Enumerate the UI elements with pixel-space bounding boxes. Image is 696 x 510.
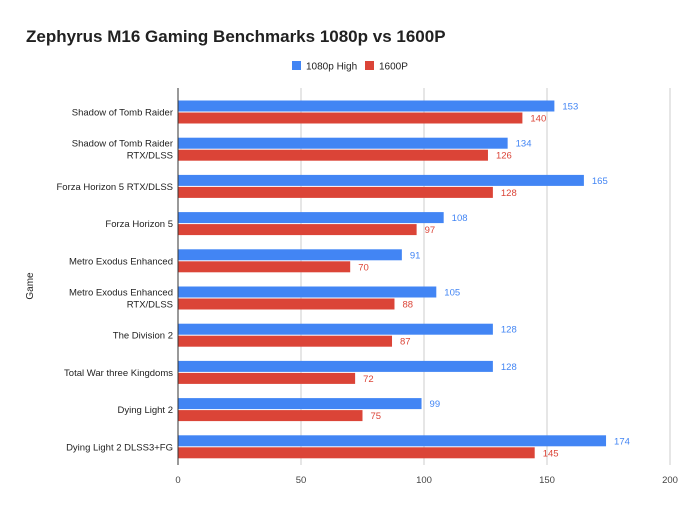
data-label: 87 [400,337,411,348]
legend-label: 1600P [379,62,408,73]
category-label: The Division 2 [113,331,173,342]
data-label: 165 [592,176,608,187]
data-label: 128 [501,362,517,373]
bar [178,435,607,447]
legend-swatch [365,61,374,70]
data-label: 99 [430,399,441,410]
category-label: RTX/DLSS [127,151,173,162]
category-label: Shadow of Tomb Raider [72,139,173,150]
data-label: 128 [501,325,517,336]
bar [178,410,363,422]
category-label: Dying Light 2 DLSS3+FG [66,442,173,453]
data-label: 72 [363,374,374,385]
data-label: 126 [496,151,512,162]
bar [178,360,493,372]
chart-title: Zephyrus M16 Gaming Benchmarks 1080p vs … [26,27,446,46]
bar [178,372,356,384]
bar [178,174,584,186]
bar [178,298,395,310]
data-label: 134 [516,139,532,150]
bars [178,100,607,459]
y-axis-title: Game [25,272,36,300]
category-labels: Shadow of Tomb Raider Shadow of Tomb Raid… [56,108,173,454]
x-tick-label: 0 [175,475,180,486]
legend-label: 1080p High [306,62,357,73]
category-label: Metro Exodus Enhanced [69,256,173,267]
category-label: RTX/DLSS [127,300,173,311]
data-label: 128 [501,188,517,199]
bar [178,186,493,198]
legend-swatch [292,61,301,70]
data-label: 91 [410,250,421,261]
bar [178,323,493,335]
x-tick-label: 50 [296,475,307,486]
x-tick-label: 150 [539,475,555,486]
category-label: Forza Horizon 5 [105,219,173,230]
bar [178,137,508,149]
bar [178,447,535,459]
data-label: 140 [530,114,546,125]
bar [178,261,351,273]
bar [178,286,437,298]
data-label: 105 [444,288,460,299]
data-label: 174 [614,436,630,447]
data-label: 75 [371,411,382,422]
data-label: 70 [358,262,369,273]
data-labels: 153 140 134 126 165 128 108 97 91 70 105 88 128 87 128… [358,102,630,460]
tick-labels: 0 50 100 150 200 [175,475,678,486]
data-label: 145 [543,448,559,459]
x-tick-label: 100 [416,475,432,486]
category-label: Metro Exodus Enhanced [69,288,173,299]
category-label: Forza Horizon 5 RTX/DLSS [56,182,173,193]
category-label: Total War three Kingdoms [64,368,173,379]
x-tick-label: 200 [662,475,678,486]
category-label: Dying Light 2 [118,405,173,416]
category-label: Shadow of Tomb Raider [72,108,173,119]
bar [178,149,488,161]
data-label: 88 [402,300,413,311]
bar [178,100,555,112]
data-label: 108 [452,213,468,224]
bar [178,224,417,236]
bar [178,335,393,347]
bar [178,249,402,261]
bar [178,398,422,410]
bar [178,112,523,124]
legend: 1080p High 1600P [292,61,408,73]
data-label: 97 [425,225,436,236]
bar [178,212,444,224]
data-label: 153 [562,102,578,113]
